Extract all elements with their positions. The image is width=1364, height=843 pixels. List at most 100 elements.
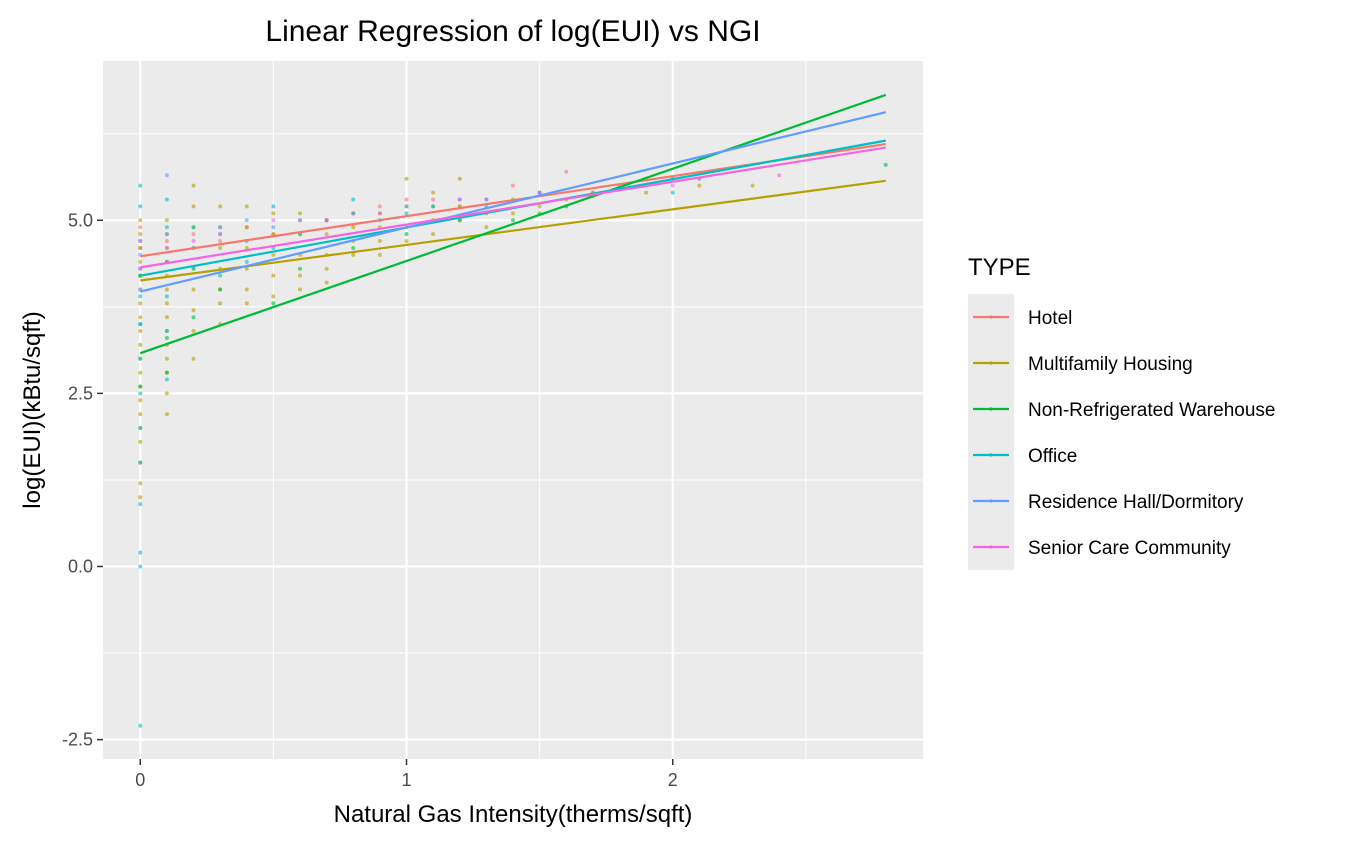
data-point — [191, 315, 196, 320]
data-point — [218, 245, 223, 250]
data-point — [404, 239, 409, 244]
data-point — [351, 211, 356, 216]
data-point — [164, 329, 169, 334]
data-point — [537, 190, 542, 195]
data-point — [351, 252, 356, 257]
data-point — [271, 301, 276, 306]
legend-key-point — [989, 545, 993, 549]
data-point — [218, 239, 223, 244]
data-point — [164, 377, 169, 382]
y-tick-label: 2.5 — [68, 383, 93, 403]
data-point — [271, 211, 276, 216]
data-point — [164, 232, 169, 237]
data-point — [191, 225, 196, 230]
data-point — [377, 211, 382, 216]
data-point — [298, 273, 303, 278]
data-point — [244, 245, 249, 250]
data-point — [404, 197, 409, 202]
y-tick-label: 0.0 — [68, 556, 93, 576]
data-point — [431, 190, 436, 195]
data-point — [138, 218, 143, 223]
data-point — [271, 252, 276, 257]
data-point — [164, 294, 169, 299]
data-point — [377, 252, 382, 257]
legend-label: Residence Hall/Dormitory — [1028, 492, 1244, 513]
data-point — [138, 294, 143, 299]
data-point — [351, 245, 356, 250]
data-point — [883, 162, 888, 167]
data-point — [138, 391, 143, 396]
legend-key-point — [989, 453, 993, 457]
data-point — [138, 550, 143, 555]
x-tick-label: 0 — [135, 770, 145, 790]
data-point — [271, 225, 276, 230]
data-point — [191, 232, 196, 237]
data-point — [138, 322, 143, 327]
data-point — [191, 239, 196, 244]
data-point — [164, 239, 169, 244]
data-point — [164, 370, 169, 375]
data-point — [138, 245, 143, 250]
data-point — [164, 218, 169, 223]
data-point — [750, 183, 755, 188]
x-axis: 0 1 2 — [135, 759, 678, 790]
data-point — [484, 225, 489, 230]
data-point — [271, 218, 276, 223]
legend-key-point — [989, 499, 993, 503]
data-point — [431, 204, 436, 209]
legend-label: Non-Refrigerated Warehouse — [1028, 400, 1275, 421]
plot-panel — [103, 61, 923, 759]
legend-key-point — [989, 315, 993, 319]
data-point — [271, 294, 276, 299]
data-point — [138, 239, 143, 244]
data-point — [484, 197, 489, 202]
data-point — [191, 287, 196, 292]
data-point — [138, 232, 143, 237]
data-point — [138, 259, 143, 264]
data-point — [324, 280, 329, 285]
chart-title: Linear Regression of log(EUI) vs NGI — [265, 15, 760, 48]
data-point — [191, 308, 196, 313]
data-point — [191, 356, 196, 361]
data-point — [164, 315, 169, 320]
data-point — [271, 204, 276, 209]
data-point — [138, 301, 143, 306]
data-point — [191, 204, 196, 209]
data-point — [298, 266, 303, 271]
data-point — [138, 481, 143, 486]
data-point — [564, 169, 569, 174]
data-point — [138, 460, 143, 465]
data-point — [644, 190, 649, 195]
data-point — [670, 183, 675, 188]
legend-key-background — [968, 294, 1014, 570]
data-point — [511, 211, 515, 216]
data-point — [244, 259, 249, 264]
legend-label: Senior Care Community — [1028, 538, 1231, 559]
data-point — [164, 245, 169, 250]
data-point — [351, 197, 356, 202]
data-point — [777, 173, 782, 178]
legend-label: Multifamily Housing — [1028, 354, 1193, 375]
data-point — [511, 183, 515, 188]
data-point — [511, 218, 515, 223]
data-point — [164, 412, 169, 417]
x-tick-label: 2 — [668, 770, 678, 790]
data-point — [244, 287, 249, 292]
legend-title: TYPE — [968, 254, 1031, 281]
data-point — [164, 335, 169, 340]
data-point — [191, 183, 196, 188]
data-point — [431, 197, 436, 202]
data-point — [138, 384, 143, 389]
data-point — [164, 197, 169, 202]
data-point — [138, 412, 143, 417]
data-point — [164, 391, 169, 396]
data-point — [244, 301, 249, 306]
data-point — [351, 225, 356, 230]
data-point — [164, 301, 169, 306]
regression-line-2 — [139, 93, 887, 355]
data-point — [457, 197, 462, 202]
data-point — [218, 204, 223, 209]
y-tick-label: 5.0 — [68, 210, 93, 230]
data-point — [244, 204, 249, 209]
